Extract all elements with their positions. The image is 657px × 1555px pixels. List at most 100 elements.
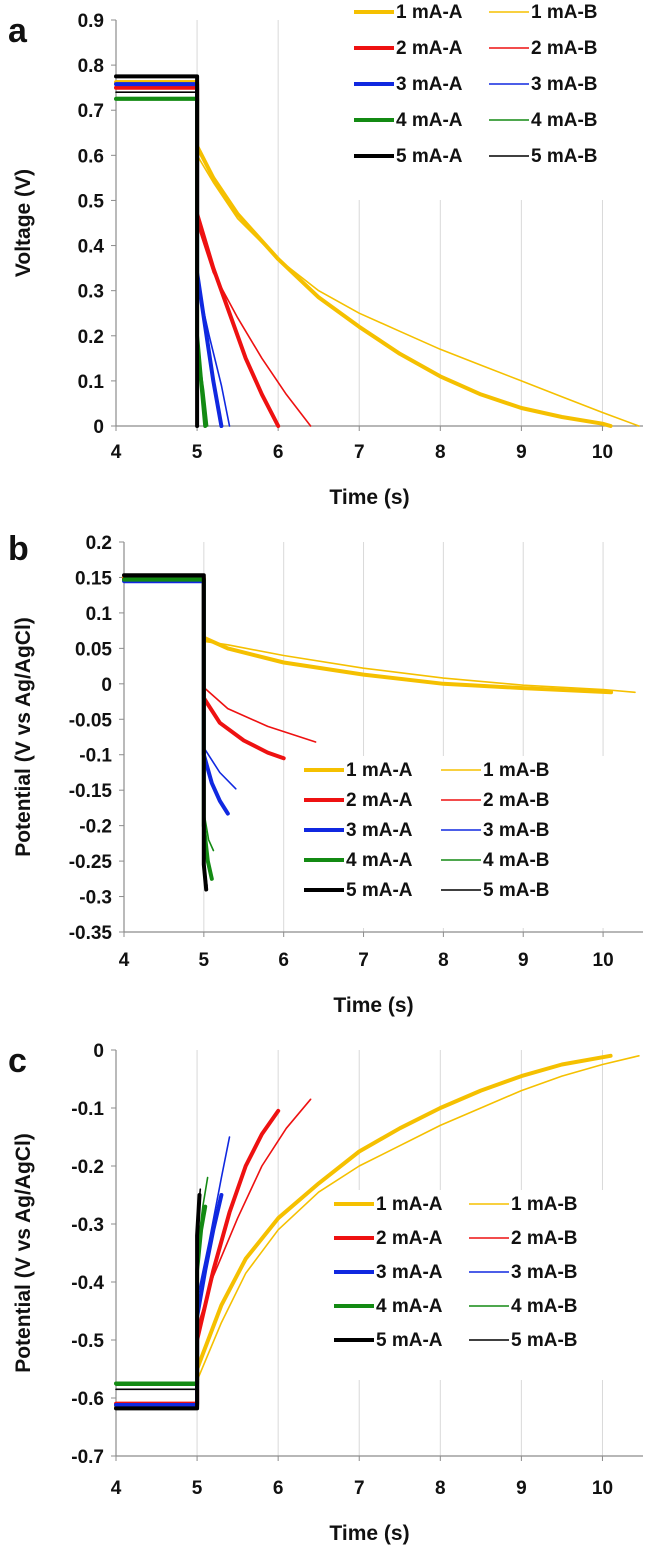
legend-label: 4 mA-A [346,850,413,871]
series-line-3-ma-a [114,1193,224,1407]
x-tick-label: 4 [111,1478,122,1499]
x-tick-label: 6 [278,950,289,971]
y-tick-label: 0 [93,1041,104,1062]
series-line-5-ma-b [123,575,208,887]
series-line-4-ma-a [122,577,214,881]
x-axis-title: Time (s) [329,486,409,509]
y-tick-label: -0.7 [71,1447,104,1468]
legend-label: 3 mA-A [396,74,463,95]
y-tick-label: -0.2 [79,817,112,838]
series-line-4-ma-a [114,1204,208,1386]
x-axis-title: Time (s) [333,994,413,1017]
y-tick-label: 0.15 [75,568,112,589]
x-tick-label: 4 [119,950,130,971]
panel-label: b [8,530,29,568]
legend-label: 1 mA-A [346,760,413,781]
y-tick-label: -0.15 [69,781,113,802]
panel-label: c [8,1042,27,1080]
legend-label: 4 mA-B [531,110,598,131]
y-tick-label: -0.6 [71,1389,104,1410]
series-line-3-ma-b [115,1136,231,1405]
legend-label: 1 mA-A [396,2,463,23]
x-tick-label: 7 [354,1478,365,1499]
series-line-5-ma-a [122,573,209,892]
x-tick-label: 4 [111,442,122,463]
y-tick-label: 0.6 [78,146,104,167]
series-line-5-ma-a [114,74,200,428]
y-tick-label: 0.1 [78,372,105,393]
y-tick-label: -0.05 [69,710,113,731]
legend-label: 5 mA-B [511,1330,578,1351]
y-tick-label: -0.3 [79,888,112,909]
legend-label: 2 mA-B [483,790,550,811]
chart-a-svg: a 0 0.1 0.2 0.3 0.4 0.5 0.6 0.7 0.8 0.9 4 5 6 7 8 9 10 Tim… [8,2,643,509]
series-line-4-ma-b [115,96,209,427]
x-axis-title: Time (s) [329,1522,409,1545]
series-line-1-ma-b [115,1054,640,1406]
chart-panel-c: c -0.7 -0.6 -0.5 -0.4 -0.3 -0.2 -0.1 0 4 5 6 7 8 9 10 Ti… [0,1030,657,1550]
legend-background [300,756,642,928]
legend-label: 1 mA-B [511,1194,578,1215]
series-line-5-ma-b [115,1188,202,1391]
y-tick-label: 0.9 [78,11,104,32]
x-tick-label: 8 [435,1478,446,1499]
x-tick-label: 5 [192,1478,203,1499]
legend-label: 4 mA-A [396,110,463,131]
x-tick-label: 6 [273,1478,284,1499]
y-tick-label: 0.5 [78,191,105,212]
legend-label: 1 mA-B [531,2,598,23]
legend-background [350,4,642,200]
legend-label: 3 mA-A [346,820,413,841]
panel-label: a [8,12,28,50]
legend-label: 2 mA-A [376,1228,443,1249]
y-tick-label: -0.1 [71,1099,104,1120]
chart-panel-b: b -0.35 -0.3 -0.25 -0.2 -0.15 -0.1 -0.05 0 0.05 0.… [0,520,657,1040]
chart-c-svg: c -0.7 -0.6 -0.5 -0.4 -0.3 -0.2 -0.1 0 4 5 6 7 8 9 10 Ti… [8,1041,643,1545]
y-tick-label: 0.4 [78,237,105,258]
y-tick-label: -0.25 [69,852,113,873]
y-tick-label: -0.4 [71,1273,104,1294]
legend-label: 3 mA-B [511,1262,578,1283]
x-tick-label: 9 [516,442,527,463]
legend-label: 2 mA-B [511,1228,578,1249]
y-tick-label: 0 [101,675,112,696]
x-tick-label: 10 [592,442,613,463]
legend-label: 4 mA-B [483,850,550,871]
chart-panel-a: a 0 0.1 0.2 0.3 0.4 0.5 0.6 0.7 0.8 0.9 4 5 6 7 8 9 10 Tim… [0,0,657,515]
y-tick-label: 0.05 [75,639,112,660]
series-line-5-ma-a [114,1193,202,1411]
legend-label: 5 mA-B [531,146,598,167]
legend-label: 3 mA-A [376,1262,443,1283]
y-tick-label: -0.35 [69,923,113,944]
series-line-4-ma-b [115,1176,209,1387]
legend-label: 1 mA-B [483,760,550,781]
y-tick-label: -0.3 [71,1215,104,1236]
series-line-1-ma-a [122,575,614,695]
legend-label: 4 mA-B [511,1296,578,1317]
y-tick-label: -0.5 [71,1331,104,1352]
series-line-3-ma-b [115,82,231,427]
legend-label: 2 mA-A [396,38,463,59]
series-line-2-ma-b [123,578,317,743]
legend-background [330,1190,642,1380]
x-tick-label: 8 [438,950,449,971]
legend-label: 4 mA-A [376,1296,443,1317]
x-tick-label: 7 [354,442,365,463]
y-tick-label: 0.2 [86,533,112,554]
series-line-1-ma-a [114,80,613,428]
x-tick-label: 10 [593,950,614,971]
x-tick-label: 5 [199,950,210,971]
x-tick-label: 9 [516,1478,527,1499]
series-line-1-ma-a [114,1053,613,1409]
y-axis-title: Voltage (V) [12,169,35,277]
y-tick-label: 0.8 [78,56,104,77]
legend-label: 5 mA-A [396,146,463,167]
series-line-4-ma-a [114,96,208,428]
chart-b-svg: b -0.35 -0.3 -0.25 -0.2 -0.15 -0.1 -0.05 0 0.05 0.… [8,530,643,1017]
y-tick-label: 0.1 [86,604,113,625]
x-tick-label: 9 [518,950,529,971]
legend-label: 3 mA-B [483,820,550,841]
series-line-3-ma-b [123,581,237,790]
legend-label: 5 mA-A [346,880,413,901]
series-line-3-ma-a [114,82,224,428]
